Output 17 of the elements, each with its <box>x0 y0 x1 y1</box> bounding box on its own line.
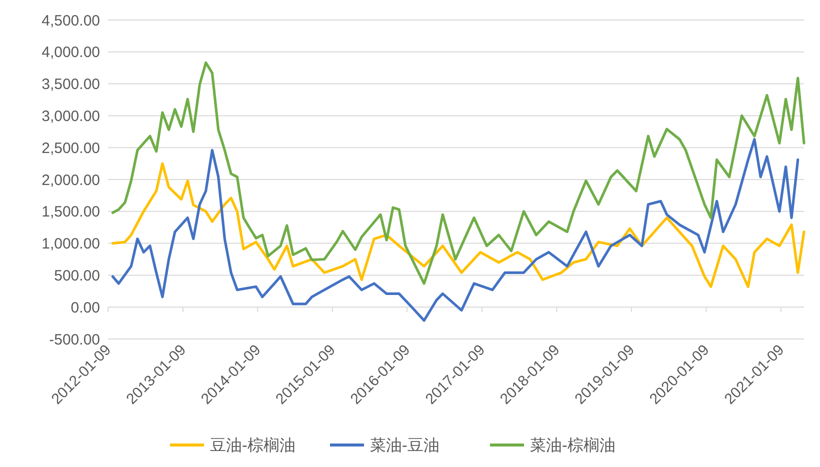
y-tick-label: 2,500.00 <box>42 140 100 157</box>
y-tick-label: 2,000.00 <box>42 172 100 189</box>
y-tick-label: 4,500.00 <box>42 12 100 30</box>
y-tick-label: 1,500.00 <box>42 204 100 221</box>
y-tick-label: 0.00 <box>70 299 100 316</box>
y-tick-label: 3,000.00 <box>42 108 100 125</box>
y-tick-label: -500.00 <box>49 331 100 348</box>
y-tick-label: 500.00 <box>54 267 100 284</box>
legend-label: 豆油-棕榈油 <box>210 436 296 455</box>
legend-label: 菜油-豆油 <box>370 436 440 455</box>
line-series <box>111 61 806 285</box>
line-series <box>111 162 806 288</box>
legend-label: 菜油-棕榈油 <box>530 436 616 455</box>
y-tick-label: 1,000.00 <box>42 236 100 253</box>
y-tick-label: 4,000.00 <box>42 44 100 62</box>
line-series <box>111 138 800 322</box>
y-tick-label: 3,500.00 <box>42 76 100 94</box>
